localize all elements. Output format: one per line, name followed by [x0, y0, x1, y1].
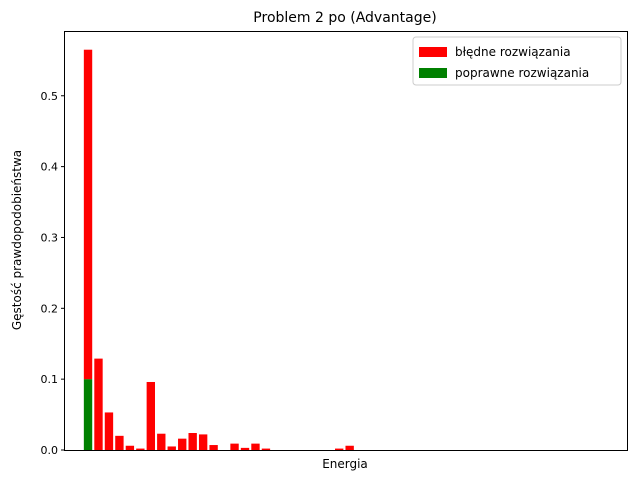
- bar-wrong-0: [83, 49, 93, 380]
- bar-wrong-4: [125, 445, 135, 450]
- plot-frame: [64, 31, 628, 451]
- y-axis-label: Gęstość prawdopodobieństwa: [10, 150, 24, 330]
- bar-wrong-25: [345, 445, 354, 450]
- y-tick-label: 0.5: [41, 90, 59, 103]
- bar-wrong-6: [146, 381, 155, 450]
- legend-swatch: [419, 68, 447, 78]
- legend-label: błędne rozwiązania: [455, 45, 571, 59]
- bar-wrong-12: [209, 445, 218, 450]
- bar-correct-0: [83, 379, 93, 450]
- bar-wrong-14: [230, 443, 239, 450]
- legend-label: poprawne rozwiązania: [455, 66, 589, 80]
- bar-wrong-16: [251, 443, 260, 450]
- y-tick-label: 0.3: [41, 231, 59, 244]
- bar-wrong-17: [261, 448, 271, 450]
- chart-title: Problem 2 po (Advantage): [253, 10, 436, 26]
- bar-wrong-11: [198, 434, 208, 450]
- bar-wrong-15: [240, 447, 250, 450]
- legend-swatch: [419, 47, 447, 57]
- y-axis: 0.0 0.1 0.2 0.3 0.4 0.5: [41, 90, 65, 457]
- bars-layer: [83, 49, 354, 450]
- y-tick-label: 0.2: [41, 302, 59, 315]
- bar-wrong-1: [94, 358, 103, 450]
- x-axis-label: Energia: [322, 457, 368, 471]
- y-tick-label: 0.0: [41, 444, 59, 457]
- bar-wrong-24: [335, 448, 344, 450]
- bar-wrong-8: [167, 446, 176, 450]
- bar-wrong-3: [115, 435, 124, 450]
- legend-box: [412, 36, 622, 86]
- y-tick-label: 0.1: [41, 373, 59, 386]
- bar-wrong-5: [136, 448, 145, 450]
- y-tick-label: 0.4: [41, 161, 59, 174]
- bar-wrong-7: [157, 433, 166, 450]
- legend: błędne rozwiązania poprawne rozwiązania: [412, 36, 622, 86]
- bar-wrong-10: [188, 433, 197, 450]
- bar-wrong-9: [178, 438, 187, 450]
- bar-wrong-2: [104, 412, 114, 450]
